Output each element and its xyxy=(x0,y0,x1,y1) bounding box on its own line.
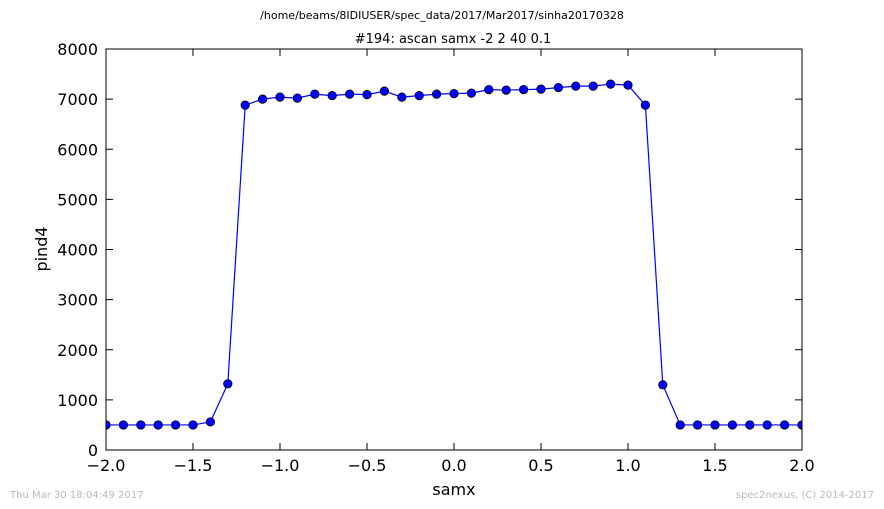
y-tick-label: 3000 xyxy=(57,291,98,310)
y-tick-label: 6000 xyxy=(57,140,98,159)
data-point xyxy=(710,420,720,430)
data-point xyxy=(397,92,407,102)
x-tick-label: 0.5 xyxy=(528,456,553,475)
data-point xyxy=(518,85,529,95)
data-point xyxy=(379,86,389,96)
series-line xyxy=(106,83,802,426)
data-point xyxy=(292,93,302,103)
y-tick-label: 2000 xyxy=(57,341,98,360)
data-point xyxy=(188,420,198,430)
footer-timestamp: Thu Mar 30 18:04:49 2017 xyxy=(9,490,143,501)
x-tick-label: −2.0 xyxy=(87,456,126,475)
plot-area xyxy=(106,79,802,430)
data-point xyxy=(640,100,651,110)
data-point xyxy=(240,100,250,110)
data-point xyxy=(136,420,146,430)
data-point xyxy=(223,379,233,389)
y-tick-label: 7000 xyxy=(57,90,98,109)
data-point xyxy=(153,420,163,430)
data-point xyxy=(344,89,355,99)
y-tick-label: 5000 xyxy=(57,190,98,209)
data-point xyxy=(727,420,738,430)
data-point xyxy=(449,89,459,99)
data-point xyxy=(501,85,511,95)
data-point xyxy=(779,420,790,430)
data-point xyxy=(275,92,285,102)
data-point xyxy=(658,380,668,390)
data-point xyxy=(257,94,268,104)
x-tick-label: −0.5 xyxy=(348,456,387,475)
x-tick-label: 1.5 xyxy=(702,456,727,475)
data-point xyxy=(553,82,564,93)
data-point xyxy=(588,81,598,91)
data-point xyxy=(745,420,755,430)
data-point xyxy=(484,85,494,95)
y-tick-label: 8000 xyxy=(57,40,98,59)
data-point xyxy=(171,420,181,430)
x-tick-label: −1.0 xyxy=(261,456,300,475)
data-point xyxy=(118,420,129,430)
data-point xyxy=(310,89,320,99)
x-tick-label: 1.0 xyxy=(615,456,640,475)
data-point xyxy=(362,90,372,100)
x-tick-label: −1.5 xyxy=(174,456,213,475)
data-point xyxy=(571,81,581,91)
y-tick-label: 0 xyxy=(88,441,98,460)
y-tick-label: 4000 xyxy=(57,241,98,260)
data-point xyxy=(205,417,215,427)
figure-supertitle: /home/beams/8IDIUSER/spec_data/2017/Mar2… xyxy=(260,9,624,22)
y-tick-label: 1000 xyxy=(57,391,98,410)
x-axis-label: samx xyxy=(432,480,475,499)
data-point xyxy=(466,88,476,98)
data-point xyxy=(762,420,772,430)
data-point xyxy=(605,79,616,89)
data-point xyxy=(327,91,337,101)
data-point xyxy=(675,420,685,430)
y-axis-label: pind4 xyxy=(32,226,51,271)
axes-frame xyxy=(105,48,803,451)
data-point xyxy=(692,420,703,430)
x-tick-label: 0.0 xyxy=(441,456,466,475)
x-tick-label: 2.0 xyxy=(789,456,814,475)
chart-title: #194: ascan samx -2 2 40 0.1 xyxy=(355,32,552,47)
data-point xyxy=(431,89,442,99)
footer-credit: spec2nexus, (C) 2014-2017 xyxy=(736,490,874,501)
data-point xyxy=(623,80,633,90)
data-point xyxy=(536,84,546,94)
data-point xyxy=(414,91,424,101)
